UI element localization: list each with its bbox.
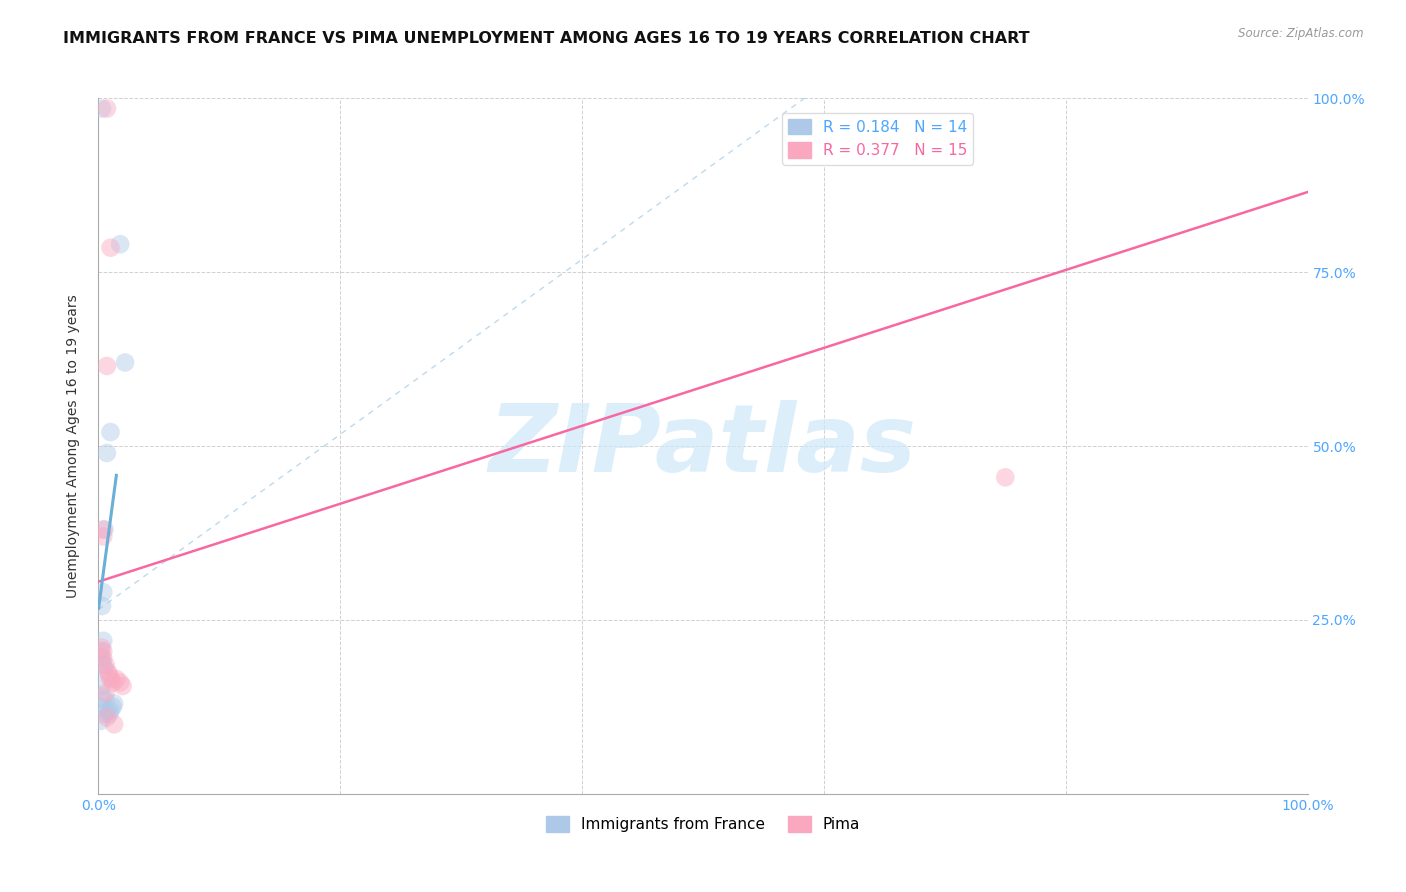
Point (90, 699, 112, 714)
Point (91, 640, 114, 655)
Point (91, 658, 114, 673)
Point (90, 644, 112, 658)
Point (100, 241, 122, 255)
Point (91, 690, 114, 704)
Point (93, 523, 115, 537)
Point (105, 672, 128, 686)
Point (91, 644, 114, 658)
Point (96, 710, 118, 724)
Point (114, 355, 136, 369)
Point (108, 237, 131, 252)
Point (91, 633, 114, 648)
Legend: Immigrants from France, Pima: Immigrants from France, Pima (540, 810, 866, 838)
Point (93, 706, 115, 721)
Point (94, 658, 117, 673)
Text: Source: ZipAtlas.com: Source: ZipAtlas.com (1239, 27, 1364, 40)
Point (91, 585, 114, 599)
Point (96, 703, 118, 717)
Point (98, 668, 121, 682)
Point (103, 717, 125, 731)
Point (93, 662, 115, 676)
Point (94, 686, 117, 700)
Point (108, 675, 131, 690)
Text: ZIPatlas: ZIPatlas (489, 400, 917, 492)
Point (91, 679, 114, 693)
Y-axis label: Unemployment Among Ages 16 to 19 years: Unemployment Among Ages 16 to 19 years (66, 294, 80, 598)
Point (91, 529, 114, 543)
Point (100, 703, 122, 717)
Point (97, 665, 120, 680)
Point (101, 675, 124, 690)
Point (91, 102, 114, 116)
Point (96, 359, 118, 373)
Point (91, 599, 114, 613)
Point (98, 706, 121, 721)
Point (90, 714, 112, 728)
Point (96, 102, 118, 116)
Point (91, 523, 114, 537)
Text: IMMIGRANTS FROM FRANCE VS PIMA UNEMPLOYMENT AMONG AGES 16 TO 19 YEARS CORRELATIO: IMMIGRANTS FROM FRANCE VS PIMA UNEMPLOYM… (63, 31, 1029, 46)
Point (101, 699, 124, 714)
Point (100, 672, 122, 686)
Point (111, 679, 134, 693)
Point (91, 651, 114, 665)
Point (94, 693, 117, 707)
Point (994, 470, 1017, 484)
Point (96, 446, 118, 460)
Point (100, 425, 122, 439)
Point (91, 651, 114, 665)
Point (103, 697, 125, 711)
